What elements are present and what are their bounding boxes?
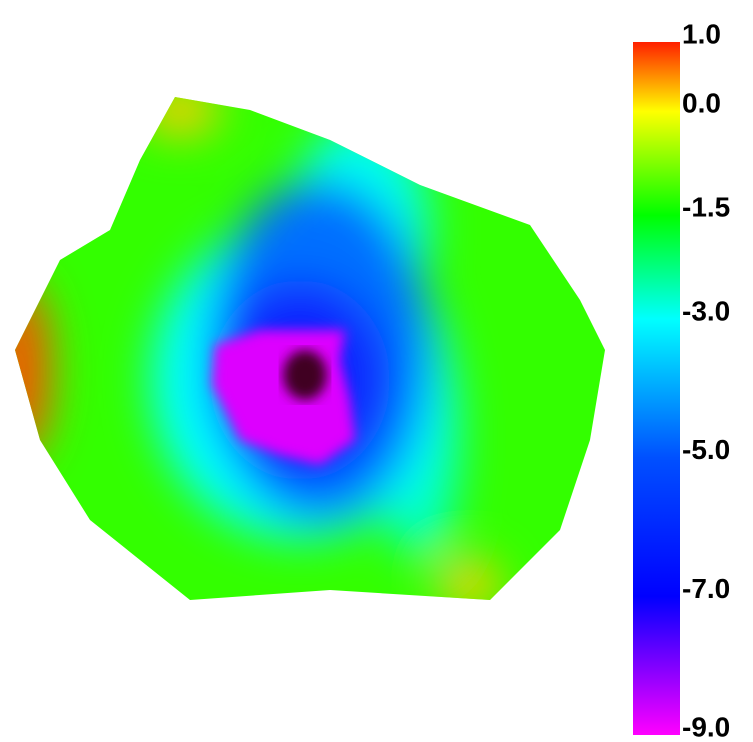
- colorbar-tick-label: -9.0: [682, 711, 730, 742]
- colorbar-tick-label: -1.5: [682, 192, 730, 223]
- colorbar: [633, 42, 680, 735]
- colorbar-tick-label: 1.0: [682, 18, 721, 49]
- colorbar-tick-label: -7.0: [682, 573, 730, 604]
- colorbar-tick-label: -3.0: [682, 296, 730, 327]
- colorbar-tick-label: -5.0: [682, 434, 730, 465]
- color-field: [15, 97, 605, 600]
- colorbar-tick-label: 0.0: [682, 88, 721, 119]
